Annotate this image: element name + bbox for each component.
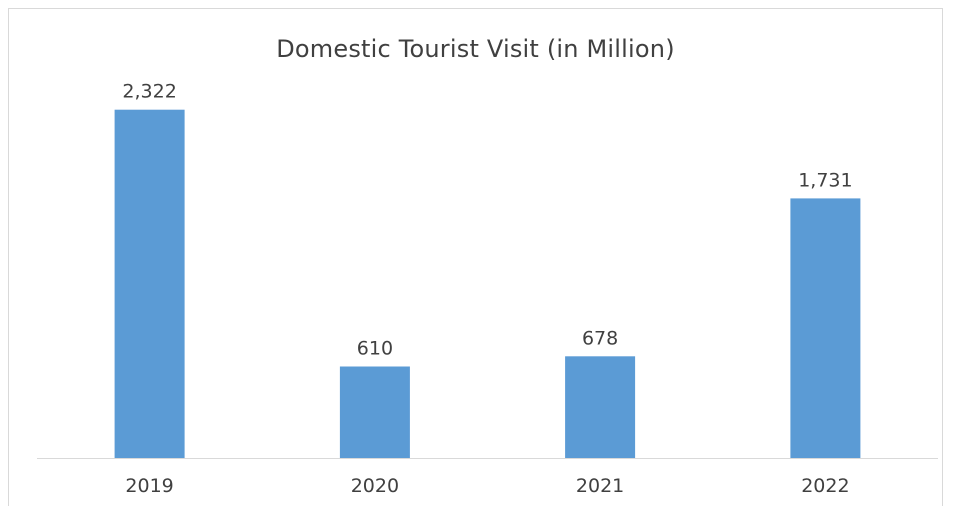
value-label-2021: 678 [582,327,618,349]
bar-2021 [565,356,636,458]
x-tick-label-2021: 2021 [576,475,624,497]
value-label-2020: 610 [357,338,393,360]
x-tick-label-2020: 2020 [351,475,399,497]
value-label-2019: 2,322 [122,81,176,103]
x-axis-ticks: 2019 2020 2021 2022 [125,475,849,497]
value-label-2022: 1,731 [798,169,852,191]
bar-2022 [790,198,861,458]
x-tick-label-2019: 2019 [125,475,173,497]
bar-2019 [114,109,185,458]
bar-2020 [339,366,410,458]
x-tick-label-2022: 2022 [801,475,849,497]
labels-layer: 2,322 610 678 1,731 [122,81,852,360]
bars-layer [114,109,861,458]
chart-title: Domestic Tourist Visit (in Million) [276,35,675,63]
